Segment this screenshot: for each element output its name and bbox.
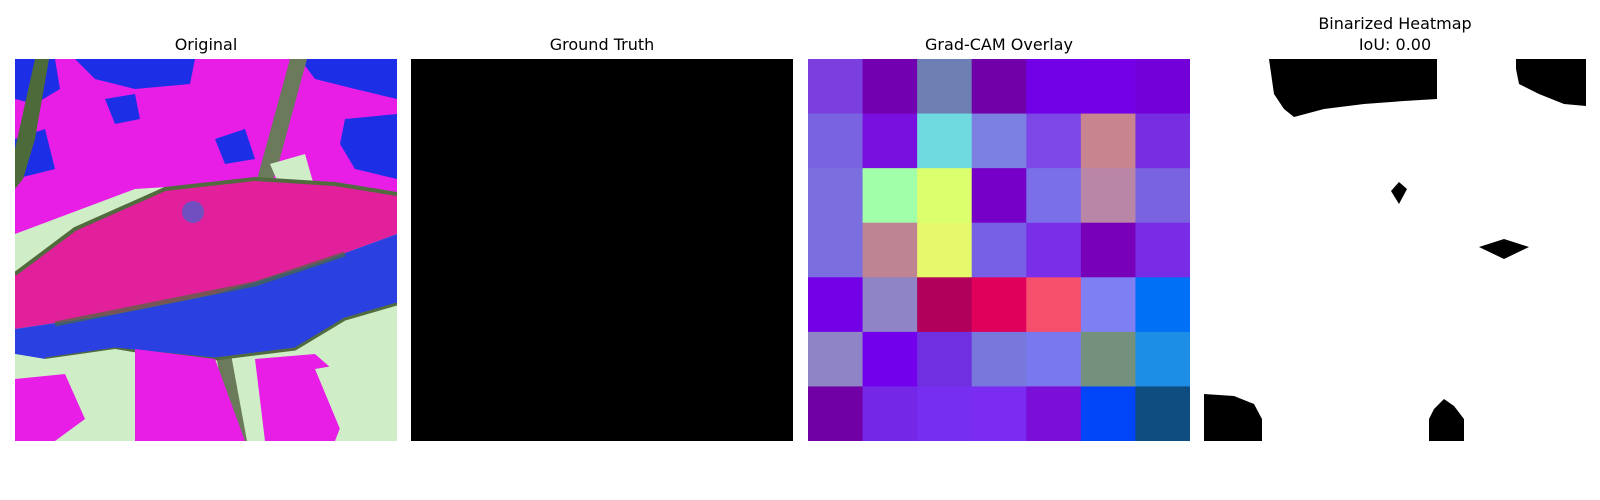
ground-truth-mask (411, 59, 793, 441)
gradcam-cell (1080, 222, 1136, 278)
gradcam-cell (808, 113, 864, 169)
gradcam-cell (808, 168, 864, 224)
gradcam-cell (971, 59, 1027, 115)
gradcam-cell (917, 277, 973, 333)
gradcam-cell (808, 331, 864, 387)
blob (1516, 59, 1586, 106)
original-image (15, 59, 397, 441)
blob (1429, 399, 1464, 441)
gradcam-cell (1026, 331, 1082, 387)
gradcam-grid (808, 59, 1190, 441)
gradcam-cell (862, 277, 918, 333)
panel-title-binarized-heatmap: Binarized Heatmap (1318, 14, 1472, 33)
gradcam-cell (971, 168, 1027, 224)
gradcam-cell (917, 386, 973, 441)
panel-title-gradcam-overlay: Grad-CAM Overlay (925, 35, 1073, 54)
gradcam-cell (971, 113, 1027, 169)
gradcam-cell (1026, 59, 1082, 115)
gradcam-cell (1135, 277, 1190, 333)
gradcam-cell (917, 168, 973, 224)
gradcam-overlay (808, 59, 1190, 441)
gradcam-cell (862, 59, 918, 115)
gradcam-cell (1026, 386, 1082, 441)
panel-subtitle-iou: IoU: 0.00 (1358, 35, 1432, 54)
gradcam-cell (808, 222, 864, 278)
panel-title-ground-truth: Ground Truth (549, 35, 655, 54)
gradcam-cell (1135, 113, 1190, 169)
gradcam-cell (808, 386, 864, 441)
gradcam-cell (1080, 277, 1136, 333)
gradcam-cell (1135, 59, 1190, 115)
gradcam-cell (1026, 222, 1082, 278)
gradcam-cell (1135, 386, 1190, 441)
mask-fill (411, 59, 793, 441)
gradcam-cell (917, 113, 973, 169)
gradcam-cell (1080, 113, 1136, 169)
gradcam-cell (1135, 168, 1190, 224)
gradcam-cell (917, 222, 973, 278)
gradcam-cell (1080, 331, 1136, 387)
leaf-image (15, 59, 397, 441)
gradcam-cell (1135, 331, 1190, 387)
ground-truth-image (411, 59, 793, 441)
gradcam-cell (1080, 386, 1136, 441)
gradcam-cell (1026, 277, 1082, 333)
gradcam-cell (1026, 168, 1082, 224)
gradcam-cell (1135, 222, 1190, 278)
blob (1391, 182, 1407, 204)
gradcam-cell (808, 277, 864, 333)
gradcam-cell (1080, 168, 1136, 224)
gradcam-cell (971, 277, 1027, 333)
binarized-heatmap (1204, 59, 1586, 441)
blob (1204, 394, 1262, 441)
gradcam-cell (862, 168, 918, 224)
blob (1479, 239, 1529, 259)
gradcam-cell (862, 331, 918, 387)
gradcam-cell (862, 386, 918, 441)
gradcam-cell (917, 331, 973, 387)
gradcam-cell (971, 222, 1027, 278)
gradcam-cell (862, 222, 918, 278)
binarized-image (1204, 59, 1586, 441)
gradcam-cell (971, 386, 1027, 441)
gradcam-cell (1026, 113, 1082, 169)
gradcam-cell (1080, 59, 1136, 115)
blob (1269, 59, 1437, 117)
gradcam-cell (971, 331, 1027, 387)
gradcam-cell (808, 59, 864, 115)
gradcam-cell (862, 113, 918, 169)
panel-title-original: Original (174, 35, 238, 54)
gradcam-cell (917, 59, 973, 115)
